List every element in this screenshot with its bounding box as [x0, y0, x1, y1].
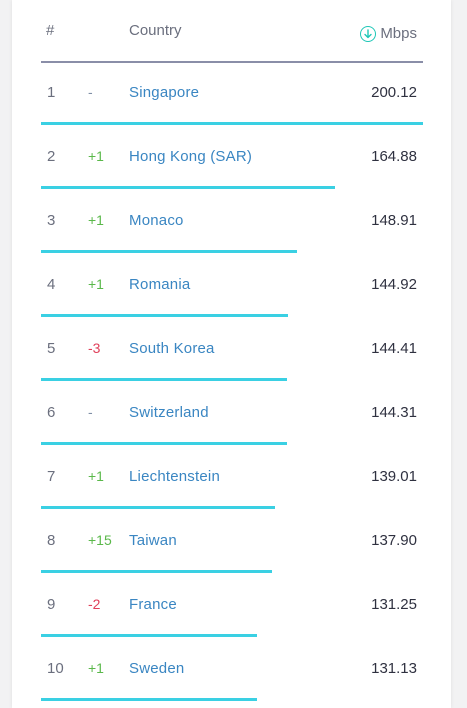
rank-number: 6 — [47, 404, 56, 421]
table-row: 6 - Switzerland 144.31 — [12, 381, 451, 445]
rank-change: +1 — [88, 660, 104, 676]
table-row: 8 +15 Taiwan 137.90 — [12, 509, 451, 573]
table-row: 5 -3 South Korea 144.41 — [12, 317, 451, 381]
speed-bar — [41, 378, 287, 381]
speed-bar — [41, 186, 335, 189]
speed-value: 139.01 — [371, 468, 417, 485]
table-row: 9 -2 France 131.25 — [12, 573, 451, 637]
table-row: 4 +1 Romania 144.92 — [12, 253, 451, 317]
speed-bar — [41, 570, 272, 573]
country-column-header: Country — [129, 22, 182, 39]
speed-bar — [41, 506, 275, 509]
table-row: 1 - Singapore 200.12 — [12, 61, 451, 125]
table-row: 3 +1 Monaco 148.91 — [12, 189, 451, 253]
speed-bar — [41, 442, 287, 445]
country-link[interactable]: Monaco — [129, 212, 184, 229]
table-row: 7 +1 Liechtenstein 139.01 — [12, 445, 451, 509]
speed-bar — [41, 122, 423, 125]
table-row: 10 +1 Sweden 131.13 — [12, 637, 451, 701]
speed-column-header: Mbps — [360, 25, 417, 42]
rank-number: 5 — [47, 340, 56, 357]
ranking-list: 1 - Singapore 200.12 2 +1 Hong Kong (SAR) 164.8… — [12, 61, 451, 701]
country-link[interactable]: Singapore — [129, 84, 200, 101]
rank-change: -3 — [88, 340, 101, 356]
speed-bar — [41, 634, 257, 637]
speed-value: 131.25 — [371, 596, 417, 613]
table-row: 2 +1 Hong Kong (SAR) 164.88 — [12, 125, 451, 189]
speed-value: 148.91 — [371, 212, 417, 229]
rank-number: 9 — [47, 596, 56, 613]
rank-number: 1 — [47, 84, 56, 101]
rank-change: - — [88, 84, 93, 100]
unit-label: Mbps — [380, 25, 417, 42]
table-header: # Country Mbps — [41, 0, 423, 63]
speed-bar — [41, 250, 297, 253]
country-link[interactable]: Romania — [129, 276, 191, 293]
speed-value: 200.12 — [371, 84, 417, 101]
speed-value: 137.90 — [371, 532, 417, 549]
rank-number: 8 — [47, 532, 56, 549]
rank-change: +1 — [88, 276, 104, 292]
rank-number: 4 — [47, 276, 56, 293]
rank-change: - — [88, 404, 93, 420]
country-link[interactable]: Sweden — [129, 660, 185, 677]
rank-column-header: # — [46, 22, 55, 39]
speed-value: 144.92 — [371, 276, 417, 293]
speed-value: 164.88 — [371, 148, 417, 165]
speed-value: 131.13 — [371, 660, 417, 677]
country-link[interactable]: Taiwan — [129, 532, 177, 549]
speed-bar — [41, 698, 257, 701]
rank-number: 3 — [47, 212, 56, 229]
country-link[interactable]: Hong Kong (SAR) — [129, 148, 253, 165]
rank-change: +1 — [88, 148, 104, 164]
rank-change: +1 — [88, 468, 104, 484]
speed-bar — [41, 314, 288, 317]
download-circle-icon — [360, 25, 377, 42]
rank-change: +1 — [88, 212, 104, 228]
ranking-card: # Country Mbps 1 - Singapore 200.12 2 +1 Hong … — [12, 0, 451, 708]
rank-number: 2 — [47, 148, 56, 165]
rank-change: -2 — [88, 596, 101, 612]
speed-value: 144.31 — [371, 404, 417, 421]
speed-value: 144.41 — [371, 340, 417, 357]
rank-number: 10 — [47, 660, 64, 677]
rank-number: 7 — [47, 468, 56, 485]
country-link[interactable]: Switzerland — [129, 404, 209, 421]
country-link[interactable]: Liechtenstein — [129, 468, 220, 485]
rank-change: +15 — [88, 532, 112, 548]
country-link[interactable]: France — [129, 596, 177, 613]
country-link[interactable]: South Korea — [129, 340, 215, 357]
